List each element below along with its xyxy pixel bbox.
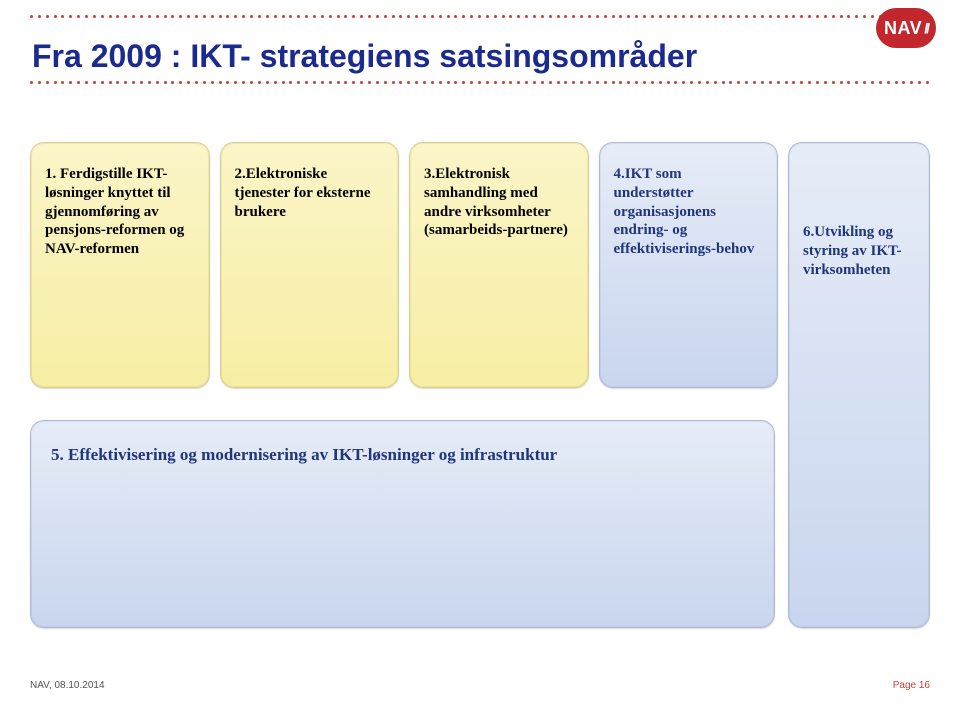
logo-bars: // bbox=[924, 20, 928, 36]
footer-date: NAV, 08.10.2014 bbox=[30, 680, 105, 691]
card-5-wide: 5. Effektivisering og modernisering av I… bbox=[30, 420, 775, 628]
footer-page: Page 16 bbox=[893, 680, 930, 691]
decorative-dotted-line-under-title bbox=[30, 80, 930, 84]
card-1: 1. Ferdigstille IKT-løsninger knyttet ti… bbox=[30, 142, 210, 388]
logo-text: NAV bbox=[884, 18, 922, 39]
card-2: 2.Elektroniske tjenester for eksterne br… bbox=[220, 142, 400, 388]
card-4: 4.IKT som understøtter organisasjonens e… bbox=[599, 142, 779, 388]
decorative-dotted-line-top bbox=[30, 14, 930, 18]
card-6-tall: 6.Utvikling og styring av IKT-virksomhet… bbox=[788, 142, 930, 628]
card-3: 3.Elektronisk samhandling med andre virk… bbox=[409, 142, 589, 388]
nav-logo: NAV // bbox=[876, 8, 936, 48]
page-title: Fra 2009 : IKT- strategiens satsingsområ… bbox=[32, 38, 697, 75]
